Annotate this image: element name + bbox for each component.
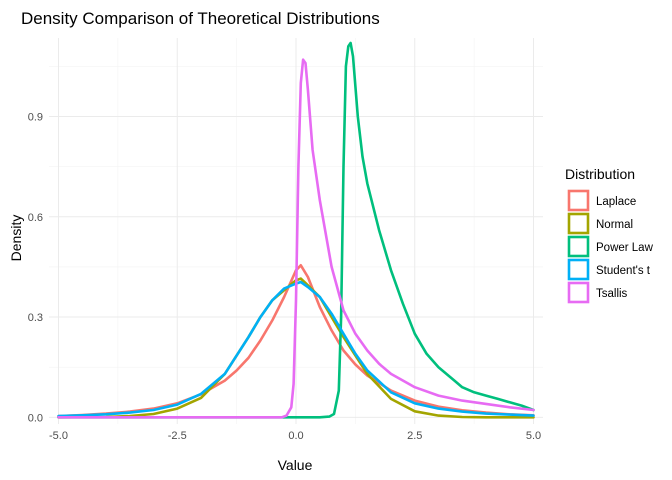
x-tick-label: -5.0 <box>49 430 68 442</box>
x-axis-title: Value <box>278 457 313 473</box>
legend-key <box>567 235 590 258</box>
legend-item: Laplace <box>567 189 636 212</box>
series-layer <box>57 41 535 419</box>
legend-label: Normal <box>596 219 633 231</box>
legend-key <box>567 258 590 281</box>
y-tick-label: 0.0 <box>28 412 43 424</box>
legend-item: Tsallis <box>567 281 628 304</box>
y-axis-ticks: 0.0 0.3 0.6 0.9 <box>28 112 43 425</box>
x-tick-label: 5.0 <box>526 430 541 442</box>
legend: Distribution Laplace Normal Power Law Stude… <box>565 166 654 304</box>
series-line-power-law <box>57 41 535 419</box>
x-tick-label: -2.5 <box>168 430 187 442</box>
x-tick-label: 0.0 <box>288 430 303 442</box>
x-axis-ticks: -5.0 -2.5 0.0 2.5 5.0 <box>49 430 541 442</box>
y-axis-title: Density <box>8 215 24 262</box>
legend-key <box>567 189 590 212</box>
legend-item: Power Law <box>567 235 654 258</box>
legend-label: Power Law <box>596 242 654 254</box>
legend-label: Laplace <box>596 196 636 208</box>
legend-key <box>567 212 590 235</box>
y-tick-label: 0.6 <box>28 212 43 224</box>
series-line-tsallis <box>57 58 535 419</box>
legend-title: Distribution <box>565 166 635 182</box>
chart-title: Density Comparison of Theoretical Distri… <box>21 9 380 28</box>
legend-key <box>567 281 590 304</box>
x-tick-label: 2.5 <box>407 430 422 442</box>
legend-item: Student's t <box>567 258 651 281</box>
series-line-student-s-t <box>57 280 535 418</box>
y-tick-label: 0.3 <box>28 312 43 324</box>
legend-label: Student's t <box>596 265 651 277</box>
legend-label: Tsallis <box>596 288 628 300</box>
legend-item: Normal <box>567 212 633 235</box>
series-line-laplace <box>57 264 535 418</box>
legend-items: Laplace Normal Power Law Student's t Tsallis <box>567 189 654 304</box>
series-line-normal <box>57 277 535 419</box>
y-tick-label: 0.9 <box>28 112 43 124</box>
